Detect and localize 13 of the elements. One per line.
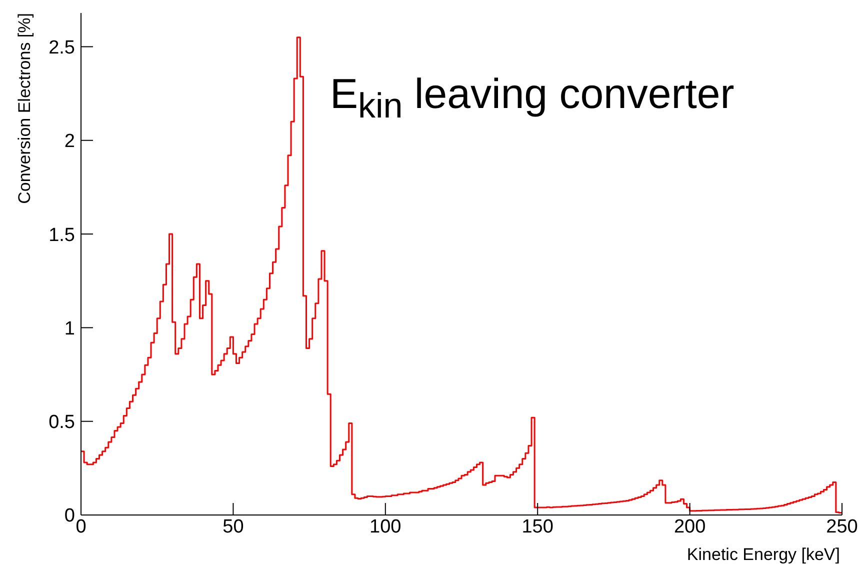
x-tick-label: 100 — [370, 516, 402, 538]
y-tick-label: 0.5 — [48, 412, 75, 434]
x-tick-label: 250 — [826, 516, 858, 538]
x-tick-label: 150 — [522, 516, 554, 538]
x-axis-title: Kinetic Energy [keV] — [686, 545, 840, 564]
y-tick-label: 2 — [64, 131, 75, 152]
y-axis-title: Conversion Electrons [%] — [15, 13, 34, 204]
x-tick-label: 200 — [674, 516, 706, 538]
x-tick-label: 50 — [222, 516, 244, 538]
text: E$_{kin}$ leaving converter — [330, 70, 734, 126]
y-tick-label: 1 — [64, 318, 75, 340]
y-tick-label: 1.5 — [48, 224, 75, 246]
y-tick-label: 2.5 — [48, 37, 75, 58]
